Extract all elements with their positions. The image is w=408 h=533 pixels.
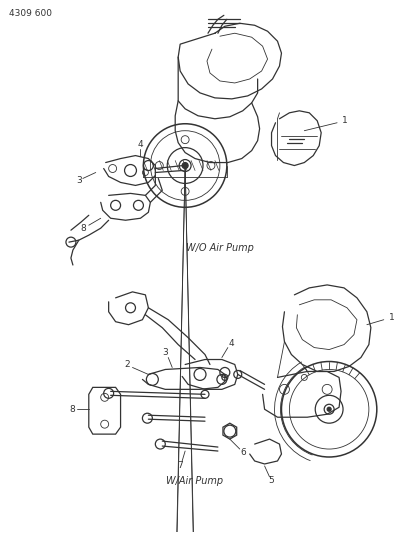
Text: 4309 600: 4309 600 [9, 10, 52, 18]
Text: W/Air Pump: W/Air Pump [166, 476, 224, 486]
Text: 4: 4 [229, 339, 235, 348]
Circle shape [182, 163, 188, 168]
Circle shape [327, 407, 331, 411]
Text: 8: 8 [69, 405, 75, 414]
Text: 1: 1 [342, 116, 348, 125]
Text: W/O Air Pump: W/O Air Pump [186, 243, 254, 253]
Text: 3: 3 [162, 348, 168, 357]
Text: 3: 3 [76, 176, 82, 185]
Text: 8: 8 [80, 224, 86, 233]
Text: 1: 1 [389, 313, 395, 322]
Text: 4: 4 [137, 140, 143, 149]
Text: 2: 2 [125, 360, 130, 369]
Text: 6: 6 [241, 448, 246, 457]
Text: 7: 7 [177, 462, 183, 471]
Text: 5: 5 [268, 477, 275, 486]
